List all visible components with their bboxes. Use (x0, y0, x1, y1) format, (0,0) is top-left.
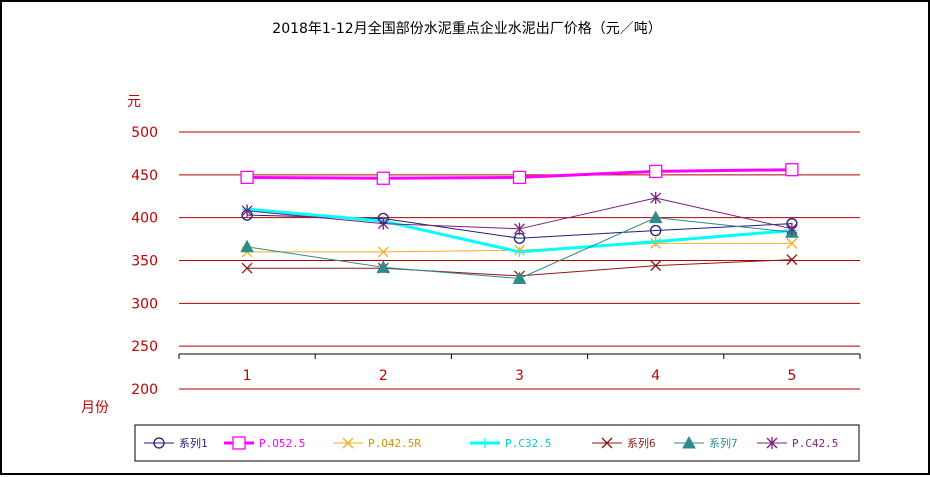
legend-label: 系列1 (179, 436, 208, 450)
x-tick-label: 4 (651, 368, 660, 384)
legend-marker-5 (601, 437, 613, 449)
axis-layer: 200 250 300 350 400 450 500 1 2 3 4 5 (131, 125, 861, 398)
y-tick-label: 400 (131, 211, 158, 227)
legend-label: P.O52.5 (259, 437, 305, 450)
x-tick-label: 2 (379, 368, 388, 384)
data-point-s1-4 (650, 224, 662, 237)
data-point-s6-4 (648, 210, 663, 224)
data-point-s4-3 (514, 246, 525, 257)
data-point-s2-5 (785, 163, 799, 177)
y-axis-label: 元 (127, 94, 141, 110)
data-point-s7-1 (241, 204, 253, 217)
chart-title: 2018年1-12月全国部份水泥重点企业水泥出厂价格（元／吨） (272, 20, 661, 37)
data-point-s5-1 (241, 262, 253, 274)
series-layer (240, 163, 799, 284)
x-tick-label: 1 (243, 368, 252, 384)
data-point-s2-2 (376, 171, 390, 185)
data-point-s6-1 (240, 239, 254, 253)
data-point-s5-5 (786, 254, 798, 266)
y-tick-label: 350 (131, 254, 158, 270)
data-point-s4-4 (650, 236, 661, 247)
data-point-s7-5 (786, 222, 798, 235)
legend-label: 系列6 (627, 436, 656, 450)
x-tick-label: 3 (515, 368, 524, 384)
legend-label: P.C32.5 (505, 437, 551, 450)
legend-label: P.O42.5R (368, 437, 421, 450)
data-point-s3-2 (377, 246, 389, 258)
y-tick-label: 250 (131, 339, 158, 355)
legend-label: P.C42.5 (792, 437, 838, 450)
legend-label: 系列7 (709, 436, 738, 450)
data-point-s5-4 (650, 260, 662, 272)
legend-marker-1 (153, 437, 165, 449)
y-tick-label: 450 (131, 168, 158, 184)
y-tick-label: 300 (131, 296, 158, 312)
data-point-s3-5 (786, 237, 798, 249)
data-point-s7-3 (514, 222, 525, 235)
data-point-s2-3 (512, 170, 527, 185)
data-point-s6-2 (376, 260, 391, 273)
legend-marker-6 (682, 435, 696, 449)
y-tick-label: 200 (131, 382, 158, 398)
data-point-s2-4 (649, 164, 663, 179)
legend-marker-2 (232, 436, 246, 450)
data-point-s7-4 (650, 191, 662, 204)
x-axis-label: 月份 (81, 400, 109, 416)
y-tick-label: 500 (131, 125, 158, 141)
data-point-s7-2 (377, 217, 389, 230)
data-point-s6-3 (512, 271, 527, 284)
x-tick-label: 5 (787, 368, 796, 384)
data-point-s2-1 (240, 170, 254, 185)
legend: 系列1 P.O52.5 P.O42.5R P.C32.5 系列6 系列7 P.C42.5 (134, 424, 860, 462)
legend-marker-4 (480, 438, 490, 448)
legend-marker-7 (766, 437, 778, 449)
legend-marker-3 (342, 437, 354, 449)
